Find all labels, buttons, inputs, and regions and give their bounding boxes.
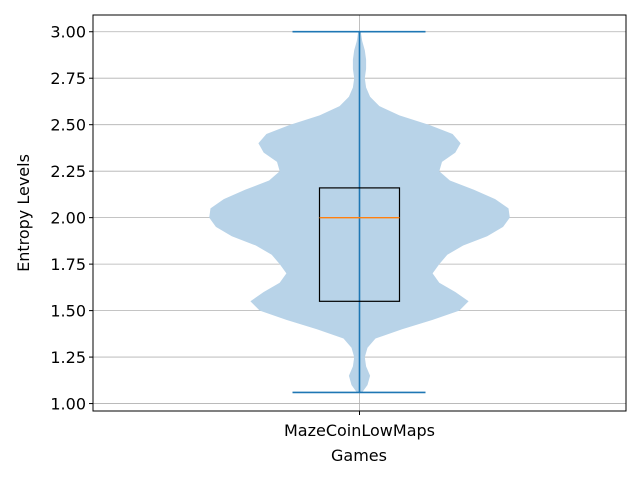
- y-tick-label: 2.00: [50, 209, 86, 228]
- y-tick-label: 1.25: [50, 348, 86, 367]
- y-tick-label: 2.75: [50, 69, 86, 88]
- x-axis-label: Games: [331, 446, 387, 465]
- y-tick-label: 1.50: [50, 302, 86, 321]
- y-axis-label: Entropy Levels: [14, 154, 33, 272]
- y-tick-label: 2.25: [50, 162, 86, 181]
- y-tick-label: 1.75: [50, 255, 86, 274]
- box-plots: [318, 187, 401, 302]
- box-iqr: [318, 187, 401, 302]
- y-tick-label: 1.00: [50, 395, 86, 414]
- x-tick-label: MazeCoinLowMaps: [284, 421, 435, 440]
- y-tick-label: 2.50: [50, 116, 86, 135]
- violin-bodies: [209, 30, 510, 394]
- axis-ticks: 1.00 1.25 1.50 1.75 2.00 2.25 2.50 2.75 3.00 Maze…: [50, 23, 435, 440]
- y-tick-label: 3.00: [50, 23, 86, 42]
